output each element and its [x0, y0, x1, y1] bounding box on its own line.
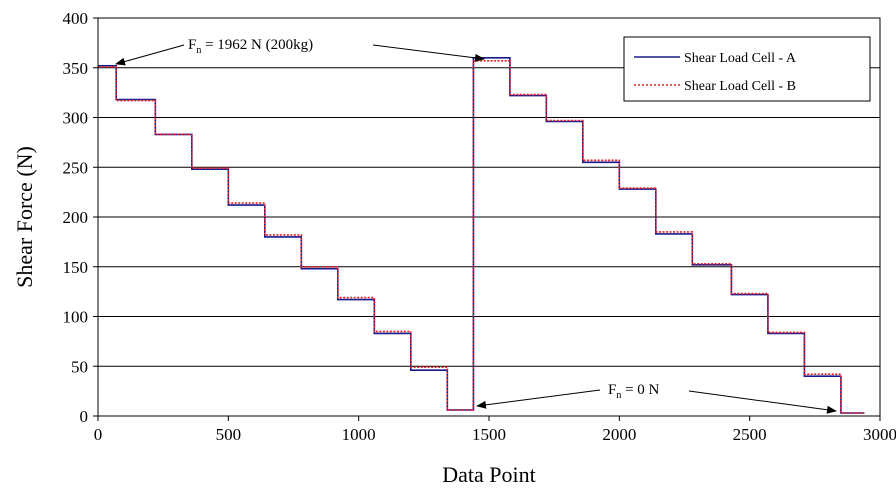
legend-label-a: Shear Load Cell - A	[684, 51, 797, 66]
annotation-normal-force-1962: Fn = 1962 N (200kg)	[116, 30, 484, 64]
annotation-arrow-right	[373, 45, 484, 59]
y-tick-label: 100	[63, 308, 89, 327]
series-line-b	[98, 61, 864, 413]
series-line-a	[98, 58, 864, 413]
x-tick-label: 1000	[342, 425, 376, 444]
y-tick-label: 350	[63, 59, 89, 78]
x-tick-label: 2000	[602, 425, 636, 444]
legend-label-b: Shear Load Cell - B	[684, 79, 796, 94]
x-tick-label: 500	[216, 425, 242, 444]
x-tick-label: 1500	[472, 425, 506, 444]
x-tick-label: 3000	[863, 425, 896, 444]
legend: Shear Load Cell - A Shear Load Cell - B	[624, 37, 870, 101]
y-tick-label: 250	[63, 158, 89, 177]
annotation-normal-force-zero: Fn = 0 N	[477, 377, 836, 411]
grid-lines	[98, 68, 880, 367]
annotation-arrow-left	[116, 45, 184, 64]
series-lines	[98, 58, 864, 413]
y-tick-label: 200	[63, 208, 89, 227]
y-tick-label: 0	[80, 407, 89, 426]
x-tick-label: 2500	[733, 425, 767, 444]
annotation-arrow-left	[477, 390, 600, 406]
y-tick-label: 50	[71, 357, 88, 376]
annotation-arrow-right	[689, 391, 836, 411]
y-tick-label: 150	[63, 258, 89, 277]
y-tick-label: 400	[63, 9, 89, 28]
x-tick-label: 0	[94, 425, 103, 444]
x-axis-title: Data Point	[442, 462, 536, 487]
y-tick-label: 300	[63, 109, 89, 128]
y-axis-title: Shear Force (N)	[12, 146, 37, 288]
